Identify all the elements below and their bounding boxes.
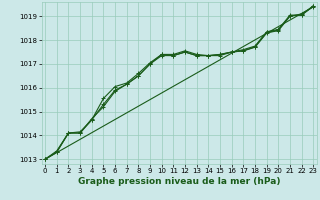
X-axis label: Graphe pression niveau de la mer (hPa): Graphe pression niveau de la mer (hPa) xyxy=(78,177,280,186)
